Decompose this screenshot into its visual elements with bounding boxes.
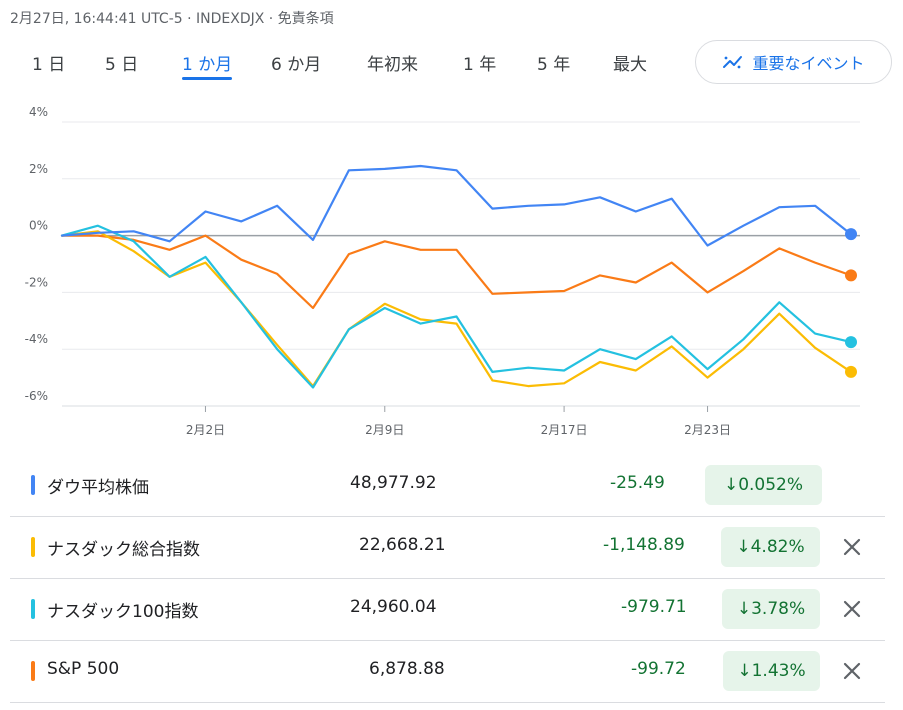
legend-row-dow[interactable]: ダウ平均株価 48,977.92 -25.49 ↓0.052% (10, 455, 885, 517)
legend-value: 24,960.04 (350, 597, 437, 617)
tab-1-year[interactable]: 1 年 (463, 55, 497, 75)
x-tick-label: 2月17日 (541, 423, 588, 437)
tab-1-day[interactable]: 1 日 (32, 55, 66, 75)
y-tick-label: -6% (25, 389, 48, 403)
y-tick-label: 2% (29, 162, 48, 176)
legend-percent-badge: ↓1.43% (723, 651, 820, 691)
y-tick-label: 0% (29, 219, 48, 233)
legend-change: -25.49 (610, 473, 665, 493)
series-end-point-nasdaq100 (845, 336, 857, 349)
legend-name: ナスダック100指数 (47, 602, 199, 622)
remove-series-close-icon[interactable] (840, 597, 864, 621)
series-end-point-dow (845, 228, 857, 241)
series-layer (60, 164, 857, 389)
grid-layer (62, 121, 860, 407)
legend-name: S&P 500 (47, 659, 120, 679)
series-end-point-nasdaq_comp (845, 365, 857, 378)
tab-1-month[interactable]: 1 か月 (182, 50, 233, 80)
series-line-nasdaq100 (60, 224, 853, 389)
tab-ytd[interactable]: 年初来 (367, 55, 418, 75)
series-line-dow (60, 164, 853, 247)
trend-sparkle-icon (723, 56, 743, 69)
series-end-point-sp500 (845, 269, 857, 282)
x-tick-label: 2月23日 (684, 423, 731, 437)
y-tick-label: -4% (25, 332, 48, 346)
tab-max[interactable]: 最大 (613, 55, 647, 75)
sp500-color-swatch (31, 661, 35, 681)
dow-color-swatch (31, 475, 35, 495)
legend-row-nasdaq-composite[interactable]: ナスダック総合指数 22,668.21 -1,148.89 ↓4.82% (10, 516, 885, 579)
legend-row-sp500[interactable]: S&P 500 6,878.88 -99.72 ↓1.43% (10, 640, 885, 703)
series-line-nasdaq_comp (60, 230, 853, 388)
legend-bottom-divider (10, 702, 885, 704)
legend-percent-badge: ↓4.82% (721, 527, 820, 567)
remove-series-close-icon[interactable] (840, 535, 864, 559)
performance-line-chart: 4% 2% 0% -2% -4% -6% 2月2日 2月9日 2月17日 2月23日 (25, 105, 860, 437)
range-tabs: 1 日 5 日 1 か月 6 か月 年初来 1 年 5 年 最大 (0, 50, 690, 80)
tab-5-days[interactable]: 5 日 (105, 55, 139, 75)
tab-6-months[interactable]: 6 か月 (271, 55, 322, 75)
timestamp-disclaimer-line: 2月27日, 16:44:41 UTC-5 · INDEXDJX · 免責条項 (10, 11, 334, 27)
legend-name: ダウ平均株価 (47, 478, 149, 498)
key-events-button[interactable]: 重要なイベント (695, 40, 892, 84)
y-tick-label: -2% (25, 275, 48, 289)
x-axis-tick-labels: 2月2日 2月9日 2月17日 2月23日 (186, 406, 731, 437)
legend-percent-badge: ↓0.052% (705, 465, 822, 505)
nasdaq-100-color-swatch (31, 599, 35, 619)
x-tick-label: 2月2日 (186, 423, 225, 437)
nasdaq-composite-color-swatch (31, 537, 35, 557)
y-tick-label: 4% (29, 105, 48, 119)
y-axis-tick-labels: 4% 2% 0% -2% -4% -6% (25, 105, 48, 403)
key-events-label: 重要なイベント (752, 54, 865, 73)
legend-percent-badge: ↓3.78% (722, 589, 820, 629)
legend-name: ナスダック総合指数 (47, 540, 200, 560)
legend-row-nasdaq-100[interactable]: ナスダック100指数 24,960.04 -979.71 ↓3.78% (10, 578, 885, 641)
legend-value: 48,977.92 (350, 473, 437, 493)
legend-change: -99.72 (631, 659, 686, 679)
tab-5-years[interactable]: 5 年 (537, 55, 571, 75)
remove-series-close-icon[interactable] (840, 659, 864, 683)
series-line-sp500 (60, 234, 853, 310)
x-tick-label: 2月9日 (365, 423, 404, 437)
legend-change: -1,148.89 (603, 535, 685, 555)
legend-change: -979.71 (621, 597, 687, 617)
legend-value: 22,668.21 (359, 535, 446, 555)
legend-value: 6,878.88 (369, 659, 445, 679)
